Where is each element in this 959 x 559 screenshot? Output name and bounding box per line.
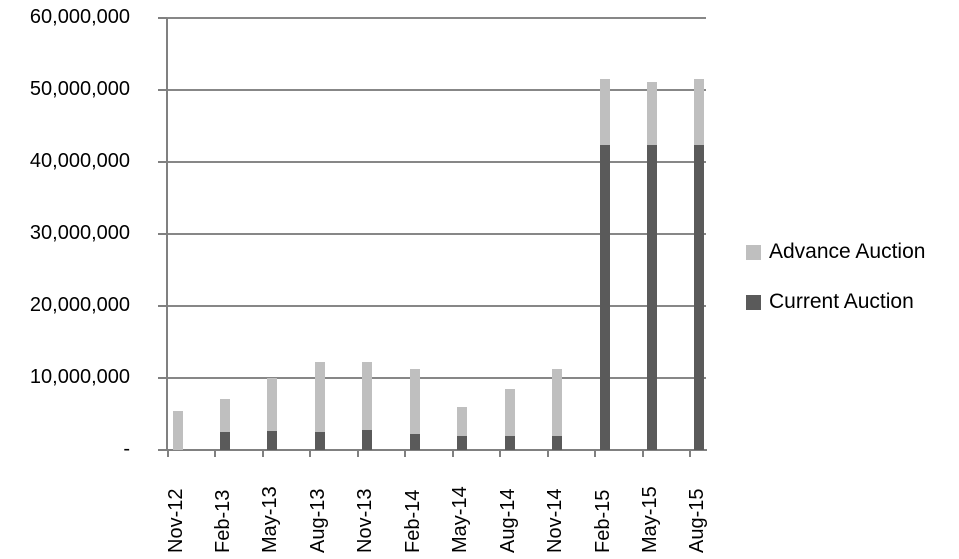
bar-segment-advance-auction xyxy=(172,411,183,450)
x-axis-line xyxy=(158,449,707,451)
x-tick-label: Feb-14 xyxy=(401,489,424,553)
bar-segment-advance-auction xyxy=(219,398,230,432)
bar-Nov-13 xyxy=(362,18,373,450)
legend-swatch-icon xyxy=(746,294,761,310)
bar-segment-current-auction xyxy=(599,144,610,450)
y-tick-label: 30,000,000 xyxy=(29,222,130,244)
x-axis-tick xyxy=(546,450,549,457)
bar-segment-advance-auction xyxy=(504,388,515,436)
y-axis-tick xyxy=(158,17,167,19)
bar-segment-advance-auction xyxy=(647,82,657,145)
y-axis-tick xyxy=(158,377,167,379)
legend-label: Current Auction xyxy=(769,290,914,313)
x-axis-tick xyxy=(214,450,217,457)
bar-segment-advance-auction xyxy=(409,369,420,435)
bar-segment-advance-auction xyxy=(552,368,563,436)
x-tick-label: Aug-14 xyxy=(496,488,519,554)
x-axis-tick xyxy=(309,450,312,457)
bar-May-13 xyxy=(267,18,278,450)
x-tick-label: Aug-13 xyxy=(306,488,329,554)
legend-item-current-auction: Current Auction xyxy=(746,290,925,314)
x-tick-label: Feb-15 xyxy=(591,489,614,553)
bar-Nov-14 xyxy=(552,18,563,450)
x-tick-label: May-14 xyxy=(449,486,472,553)
y-tick-label: - xyxy=(123,438,130,460)
y-tick-label: 50,000,000 xyxy=(29,78,130,100)
y-tick-label: 40,000,000 xyxy=(29,150,130,172)
y-axis-tick xyxy=(158,305,167,307)
bar-Aug-14 xyxy=(504,18,515,450)
bar-Feb-14 xyxy=(409,18,420,450)
bar-segment-current-auction xyxy=(267,431,278,450)
gridline xyxy=(167,233,706,235)
gridline xyxy=(167,377,706,379)
x-axis-tick xyxy=(641,450,644,457)
y-axis-tick xyxy=(158,89,167,91)
bar-May-15 xyxy=(647,18,657,450)
y-tick-label: 10,000,000 xyxy=(29,366,130,388)
y-tick-label: 20,000,000 xyxy=(29,294,130,316)
x-axis-tick xyxy=(499,450,502,457)
x-axis-tick xyxy=(261,450,264,457)
bar-Aug-13 xyxy=(314,18,325,450)
x-tick-label: Nov-14 xyxy=(544,488,567,553)
legend-swatch-icon xyxy=(746,244,761,260)
gridline xyxy=(167,161,706,163)
x-tick-label: May-15 xyxy=(639,486,661,553)
x-axis-tick xyxy=(688,450,691,457)
x-axis-tick xyxy=(167,450,169,457)
legend-label: Advance Auction xyxy=(769,240,926,263)
bar-segment-advance-auction xyxy=(599,79,610,145)
bar-segment-current-auction xyxy=(504,435,515,450)
x-axis-tick xyxy=(356,450,359,457)
bar-Feb-13 xyxy=(219,18,230,450)
bar-segment-advance-auction xyxy=(362,362,373,430)
y-axis-line xyxy=(166,18,168,451)
y-tick-label: 60,000,000 xyxy=(29,6,130,28)
x-tick-label: Nov-12 xyxy=(164,488,187,553)
bar-segment-current-auction xyxy=(647,144,657,450)
x-axis-tick xyxy=(451,450,454,457)
gridline xyxy=(167,305,706,307)
gridline xyxy=(167,89,706,91)
x-axis-tick xyxy=(404,450,407,457)
bar-May-14 xyxy=(457,18,468,450)
bar-segment-current-auction xyxy=(694,144,705,450)
bar-segment-advance-auction xyxy=(694,79,705,145)
bar-segment-current-auction xyxy=(314,432,325,450)
gridline xyxy=(167,17,706,19)
x-axis-tick xyxy=(594,450,597,457)
y-axis-tick xyxy=(158,233,167,235)
bar-Feb-15 xyxy=(599,18,610,450)
x-tick-label: Aug-15 xyxy=(686,488,709,554)
bar-Aug-15 xyxy=(694,18,705,450)
bar-segment-advance-auction xyxy=(314,362,325,432)
bar-segment-advance-auction xyxy=(267,378,278,432)
x-tick-label: May-13 xyxy=(259,486,282,553)
bar-Nov-12 xyxy=(172,18,183,450)
x-tick-label: Nov-13 xyxy=(354,488,377,553)
bar-segment-current-auction xyxy=(362,429,373,450)
x-tick-label: Feb-13 xyxy=(211,489,234,553)
bar-segment-current-auction xyxy=(219,432,230,450)
bar-segment-current-auction xyxy=(457,435,468,450)
legend-item-advance-auction: Advance Auction xyxy=(746,240,925,264)
bar-segment-advance-auction xyxy=(457,406,468,436)
y-axis-tick xyxy=(158,161,167,163)
bar-segment-current-auction xyxy=(409,434,420,450)
bar-segment-current-auction xyxy=(552,435,563,450)
legend: Advance Auction Current Auction xyxy=(746,240,925,340)
